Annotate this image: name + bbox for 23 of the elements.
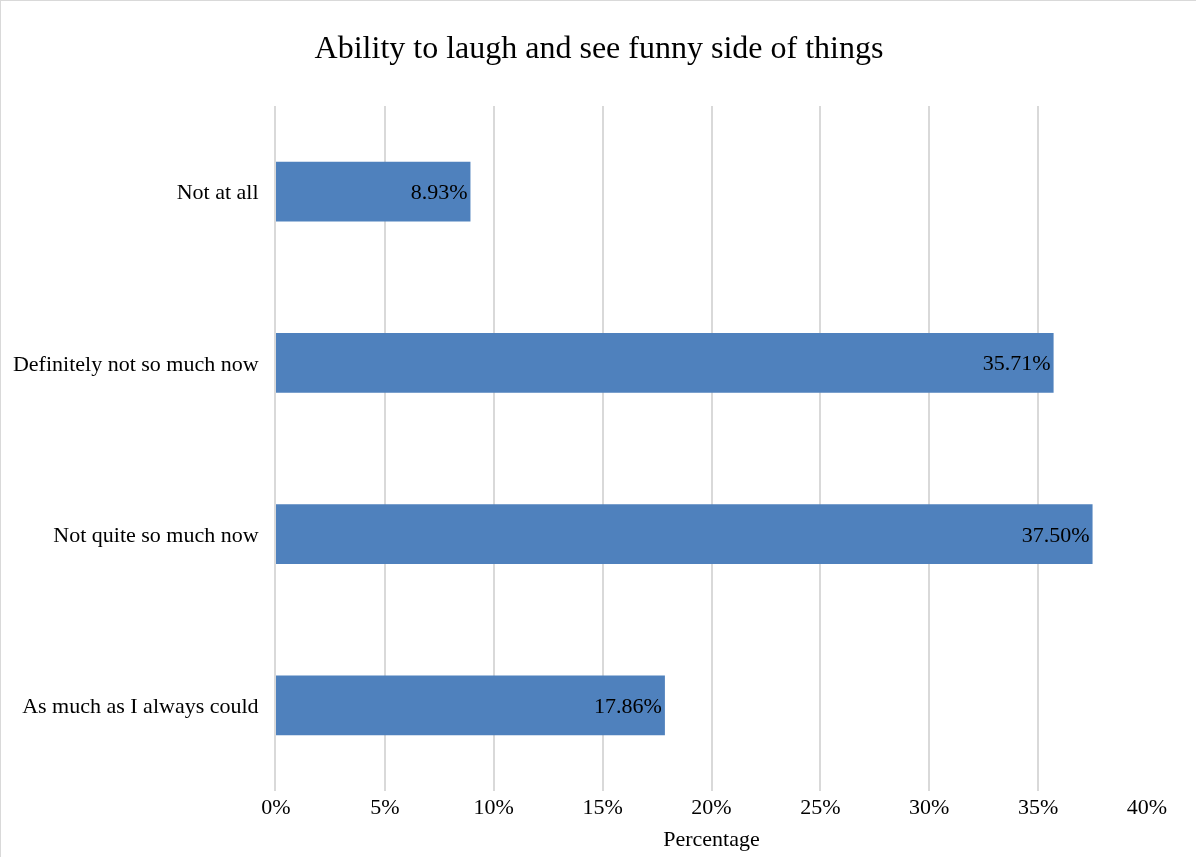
x-tick-label: 25% (800, 794, 841, 819)
data-label: 35.71% (982, 350, 1051, 376)
x-tick-label: 0% (261, 794, 291, 819)
data-label: 37.50% (1021, 521, 1090, 547)
bar (276, 161, 471, 222)
x-tick-label: 35% (1017, 794, 1059, 819)
chart-title: Ability to laugh and see funny side of things (314, 28, 884, 65)
bar (276, 332, 1054, 393)
x-tick-label: 40% (1126, 794, 1168, 819)
x-tick-label: 20% (691, 794, 732, 819)
y-tick-label: Definitely not so much now (12, 350, 270, 376)
bar (276, 675, 665, 736)
x-tick-label: 30% (909, 794, 950, 819)
y-tick-label: Not at all (176, 179, 270, 205)
bar (276, 504, 1093, 565)
x-axis-title: Percentage (663, 825, 760, 851)
y-tick-label: Not quite so much now (53, 521, 270, 547)
x-tick-label: 5% (370, 794, 400, 819)
y-tick-label: As much as I always could (22, 693, 270, 719)
x-tick-label: 15% (582, 794, 623, 819)
x-tick-label: 10% (473, 794, 514, 819)
data-label: 17.86% (594, 692, 662, 718)
data-label: 8.93% (410, 179, 468, 205)
